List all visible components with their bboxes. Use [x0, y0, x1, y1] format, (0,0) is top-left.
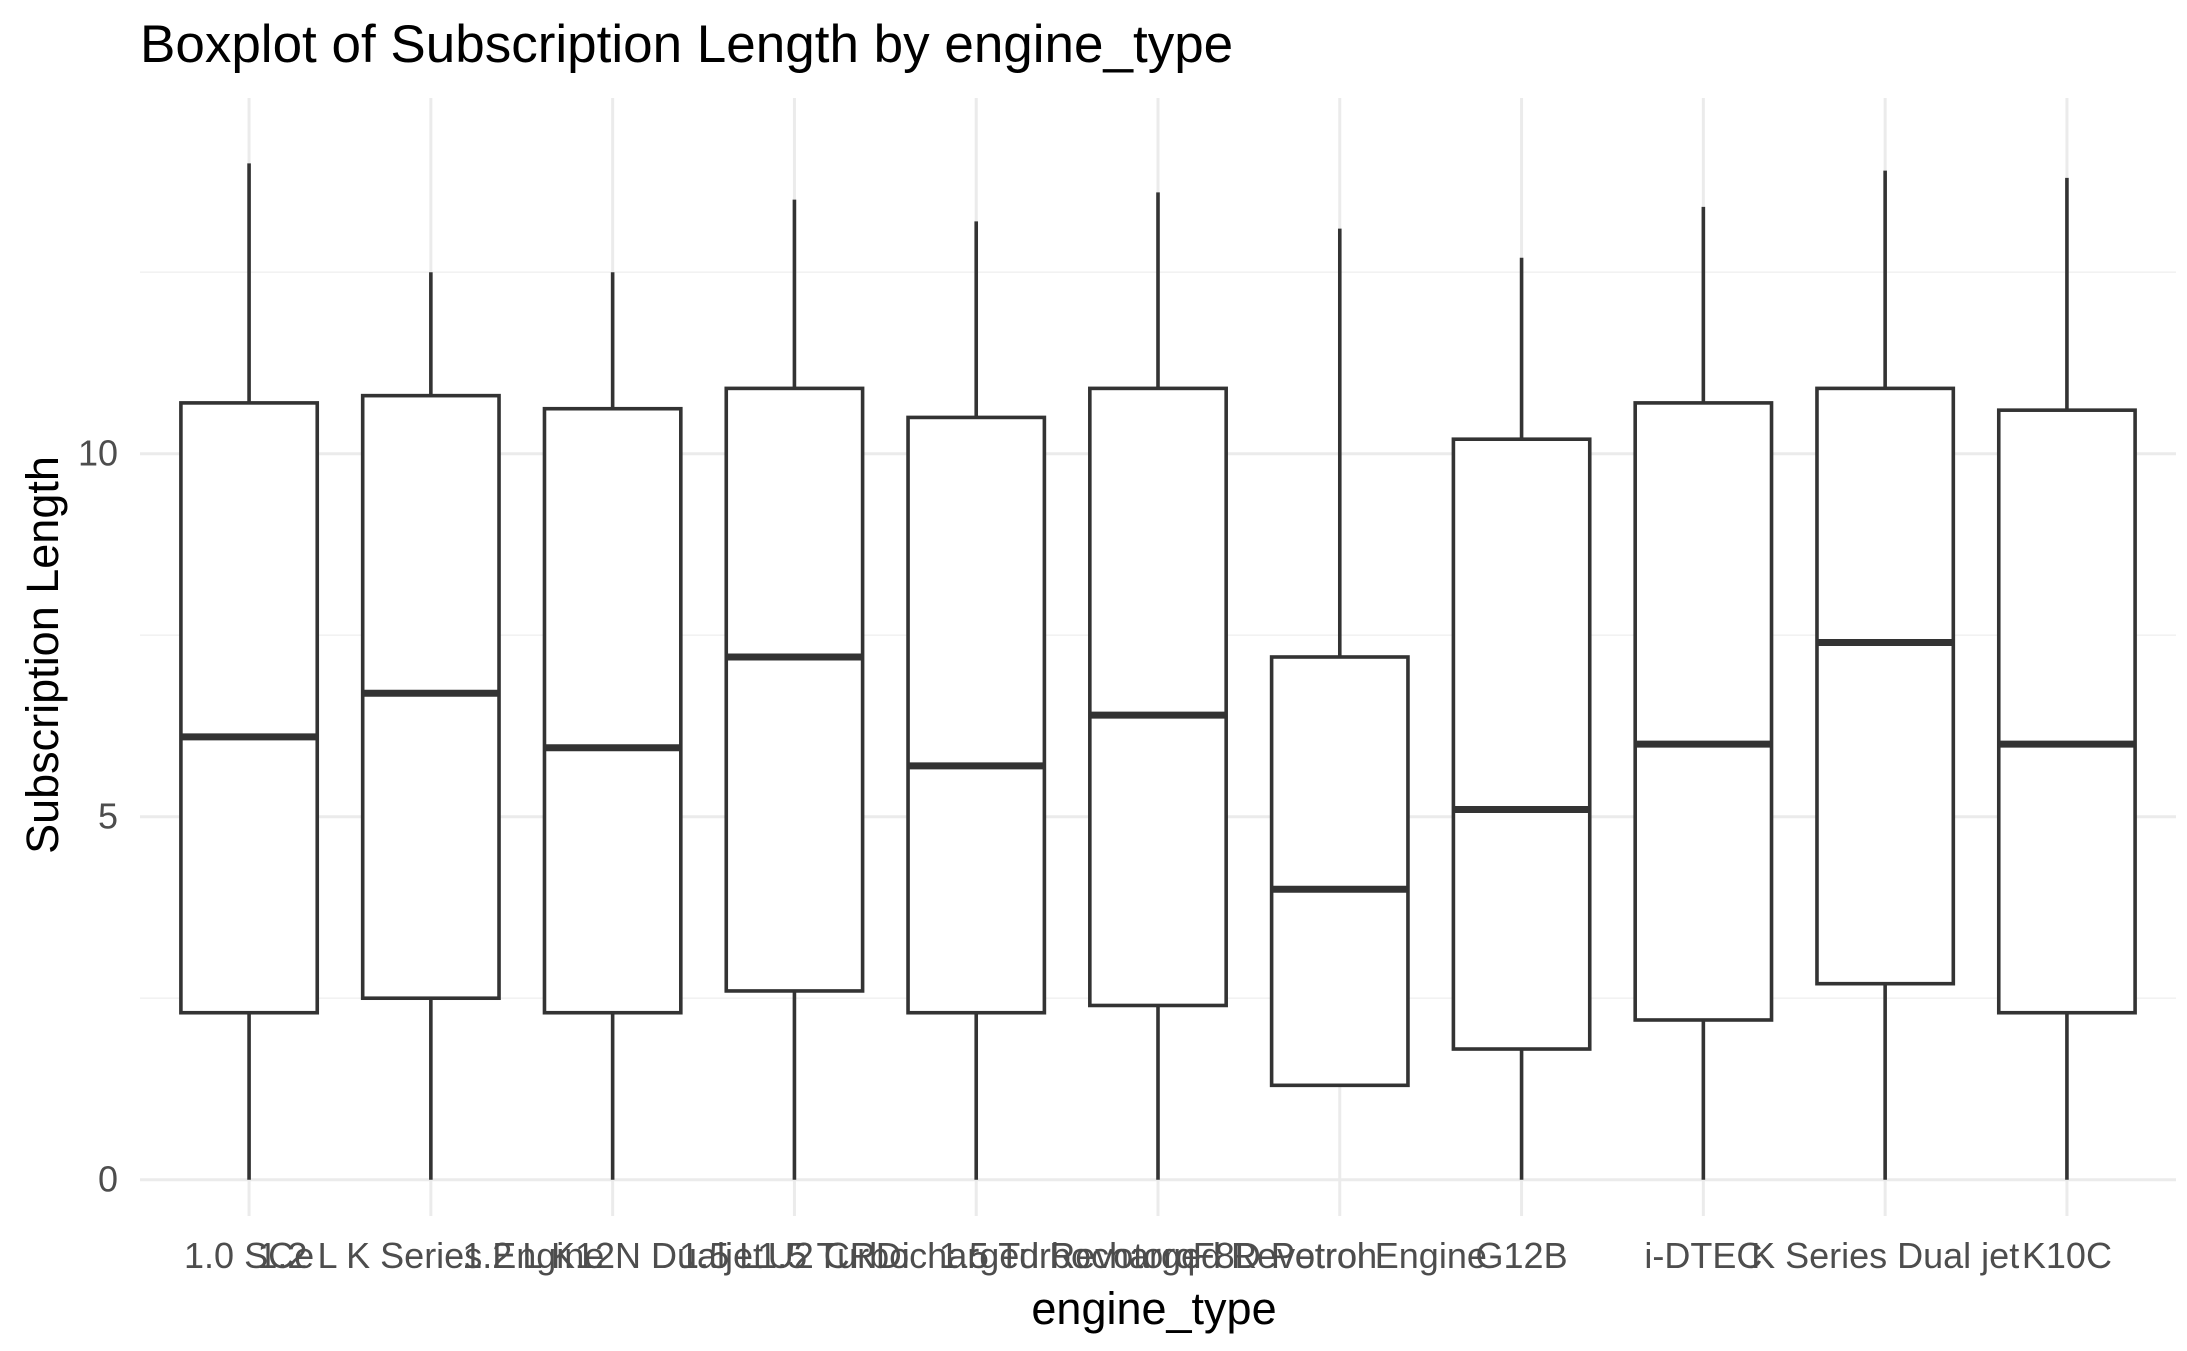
box-8 [1451, 257, 1592, 1180]
x-tick-label: K10C [2022, 1235, 2112, 1276]
box-rect [906, 415, 1047, 1015]
box-9 [1633, 206, 1774, 1180]
box-2 [360, 272, 501, 1180]
box-rect [724, 386, 865, 993]
box-rect [1815, 386, 1956, 986]
box-11 [1996, 177, 2137, 1180]
box-rect [542, 406, 683, 1015]
y-tick-label: 0 [98, 1159, 118, 1200]
box-3 [542, 272, 683, 1180]
x-tick-label: 1.2 L K Series Engine [257, 1235, 604, 1276]
box-10 [1815, 170, 1956, 1180]
box-rect [1269, 655, 1410, 1088]
box-5 [906, 221, 1047, 1180]
box-4 [724, 199, 865, 1180]
x-tick-label: G12B [1476, 1235, 1568, 1276]
box-6 [1088, 192, 1228, 1180]
x-tick-label: 1.5 L U2 CRDi [679, 1235, 910, 1276]
x-tick-label: F8D Petrol Engine [1193, 1235, 1487, 1276]
x-tick-label: i-DTEC [1644, 1235, 1762, 1276]
y-tick-labels: 0 5 10 [78, 433, 118, 1200]
box-rect [1996, 408, 2137, 1015]
x-tick-label: 1.0 SCe [184, 1235, 314, 1276]
boxes [179, 163, 2137, 1180]
box-rect [1451, 437, 1592, 1051]
chart-title: Boxplot of Subscription Length by engine… [140, 15, 1233, 74]
y-axis-title: Subscription Length [17, 456, 68, 854]
box-7 [1269, 228, 1410, 1088]
box-1 [179, 163, 320, 1180]
x-tick-label: K Series Dual jet [1751, 1235, 2019, 1276]
y-tick-label: 5 [98, 796, 118, 837]
box-rect [1088, 386, 1228, 1008]
box-rect [1633, 401, 1774, 1022]
x-tick-label: 1.2 L K12N Dualjet [462, 1235, 763, 1276]
x-tick-label: 1.5 Turbocharged Revotron [939, 1235, 1377, 1276]
box-rect [179, 401, 320, 1015]
x-tick-label: 1.5 Turbocharged Revotorq [757, 1235, 1195, 1276]
x-axis-title: engine_type [1031, 1283, 1276, 1334]
y-tick-label: 10 [78, 433, 118, 474]
box-rect [360, 393, 501, 1001]
